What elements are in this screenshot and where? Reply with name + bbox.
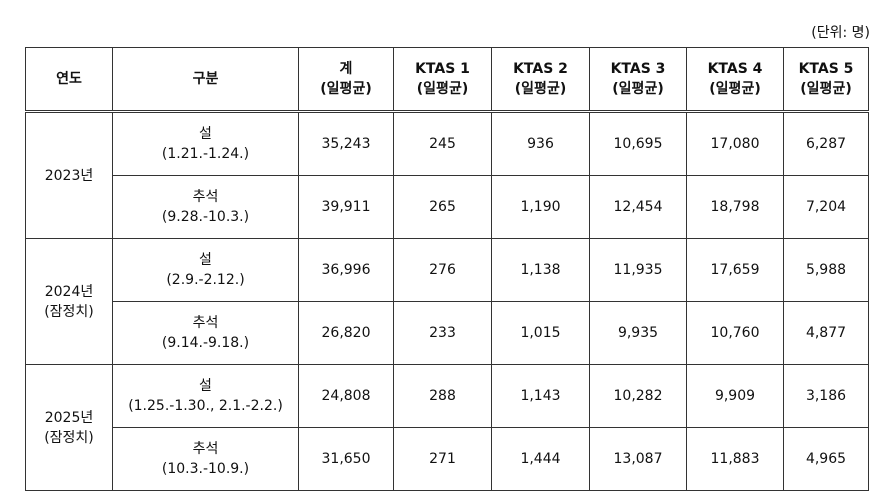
value-cell: 4,965 — [783, 427, 869, 491]
value-cell: 17,080 — [686, 111, 784, 176]
value-cell: 9,909 — [686, 364, 784, 428]
value-cell: 3,186 — [783, 364, 869, 428]
cell-text: KTAS 3 — [610, 61, 666, 77]
header-cell: KTAS 4 (일평균) — [686, 47, 784, 113]
cell-text: (일평균) — [800, 81, 852, 97]
cell-text: 추석 — [192, 315, 219, 331]
header-cell: 계 (일평균) — [298, 47, 394, 113]
table-row: 추석 (9.14.-9.18.) 26,820 233 1,015 9,935 10,760… — [26, 301, 869, 365]
cell-text: (10.3.-10.9.) — [161, 461, 250, 477]
cell-text: 2025년 — [44, 409, 94, 426]
table-row: 추석 (9.28.-10.3.) 39,911 265 1,190 12,454 18,79… — [26, 175, 869, 239]
value-cell: 245 — [393, 111, 492, 176]
year-cell: 2024년 (잠정치) — [25, 238, 113, 365]
table-row: 2024년 (잠정치) 설 (2.9.-2.12.) 36,996 276 1,138 11,… — [25, 238, 869, 365]
value-cell: 1,138 — [491, 238, 590, 302]
cell-text: (9.14.-9.18.) — [161, 335, 250, 351]
table-row: 2025년 (잠정치) 설 (1.25.-1.30., 2.1.-2.2.) 24,80… — [25, 364, 869, 491]
value-cell: 7,204 — [783, 175, 869, 239]
value-cell: 10,695 — [589, 111, 687, 176]
header-cell: 구분 — [112, 47, 299, 113]
value-cell: 17,659 — [686, 238, 784, 302]
header-cell: KTAS 5 (일평균) — [783, 47, 869, 113]
cell-text: (1.25.-1.30., 2.1.-2.2.) — [128, 398, 283, 414]
cell-text: (1.21.-1.24.) — [161, 146, 250, 162]
header-row: 연도 구분 계 (일평균) KTAS 1 (일평균) KTAS 2 (일평균) KTAS 3 (일… — [25, 47, 869, 113]
cell-text: 추석 — [192, 441, 219, 457]
data-table: 연도 구분 계 (일평균) KTAS 1 (일평균) KTAS 2 (일평균) KTAS 3 (일… — [25, 47, 869, 491]
value-cell: 36,996 — [298, 238, 394, 302]
cell-text: 연도 — [56, 71, 82, 87]
cell-text: (2.9.-2.12.) — [166, 272, 245, 288]
year-cell: 2025년 (잠정치) — [25, 364, 113, 491]
category-cell: 설 (1.21.-1.24.) — [112, 111, 299, 176]
header-cell: KTAS 1 (일평균) — [393, 47, 492, 113]
header-cell: KTAS 2 (일평균) — [491, 47, 590, 113]
value-cell: 10,282 — [589, 364, 687, 428]
category-cell: 추석 (9.14.-9.18.) — [112, 301, 299, 365]
cell-text: 구분 — [192, 71, 219, 87]
value-cell: 271 — [393, 427, 492, 491]
value-cell: 39,911 — [298, 175, 394, 239]
value-cell: 276 — [393, 238, 492, 302]
value-cell: 31,650 — [298, 427, 394, 491]
cell-text: (일평균) — [514, 81, 567, 97]
table-body: 2023년 설 (1.21.-1.24.) 35,243 245 936 10,695 17,… — [25, 111, 869, 491]
year-cell: 2023년 — [25, 111, 113, 239]
category-cell: 설 (2.9.-2.12.) — [112, 238, 299, 302]
unit-note: (단위: 명) — [811, 25, 870, 41]
value-cell: 1,190 — [491, 175, 590, 239]
value-cell: 6,287 — [783, 111, 869, 176]
table-row: 추석 (10.3.-10.9.) 31,650 271 1,444 13,087 11,88… — [26, 427, 869, 491]
value-cell: 9,935 — [589, 301, 687, 365]
cell-text: 2024년 — [44, 283, 94, 300]
value-cell: 26,820 — [298, 301, 394, 365]
header-cell: 연도 — [25, 47, 113, 113]
value-cell: 24,808 — [298, 364, 394, 428]
cell-text: (9.28.-10.3.) — [161, 209, 250, 225]
cell-text: 2023년 — [44, 167, 94, 184]
cell-text: (잠정치) — [44, 429, 94, 446]
cell-text: (일평균) — [416, 81, 469, 97]
cell-text: 설 — [199, 252, 212, 268]
value-cell: 11,935 — [589, 238, 687, 302]
value-cell: 936 — [491, 111, 590, 176]
value-cell: 288 — [393, 364, 492, 428]
value-cell: 1,015 — [491, 301, 590, 365]
cell-text: 추석 — [192, 189, 219, 205]
cell-text: KTAS 4 — [707, 61, 763, 77]
value-cell: 11,883 — [686, 427, 784, 491]
value-cell: 5,988 — [783, 238, 869, 302]
value-cell: 1,143 — [491, 364, 590, 428]
value-cell: 10,760 — [686, 301, 784, 365]
value-cell: 12,454 — [589, 175, 687, 239]
cell-text: (잠정치) — [44, 303, 94, 320]
cell-text: 계 — [339, 61, 353, 77]
cell-text: (일평균) — [612, 81, 664, 97]
table-row: 2023년 설 (1.21.-1.24.) 35,243 245 936 10,695 17,… — [25, 111, 869, 239]
value-cell: 18,798 — [686, 175, 784, 239]
cell-text: KTAS 1 — [415, 61, 470, 77]
cell-text: KTAS 2 — [513, 61, 568, 77]
cell-text: (일평균) — [320, 81, 372, 97]
value-cell: 4,877 — [783, 301, 869, 365]
value-cell: 265 — [393, 175, 492, 239]
value-cell: 233 — [393, 301, 492, 365]
header-cell: KTAS 3 (일평균) — [589, 47, 687, 113]
category-cell: 추석 (10.3.-10.9.) — [112, 427, 299, 491]
cell-text: KTAS 5 — [798, 61, 854, 77]
category-cell: 추석 (9.28.-10.3.) — [112, 175, 299, 239]
cell-text: 설 — [199, 378, 212, 394]
value-cell: 35,243 — [298, 111, 394, 176]
value-cell: 1,444 — [491, 427, 590, 491]
cell-text: 설 — [199, 126, 212, 142]
category-cell: 설 (1.25.-1.30., 2.1.-2.2.) — [112, 364, 299, 428]
value-cell: 13,087 — [589, 427, 687, 491]
cell-text: (일평균) — [709, 81, 761, 97]
